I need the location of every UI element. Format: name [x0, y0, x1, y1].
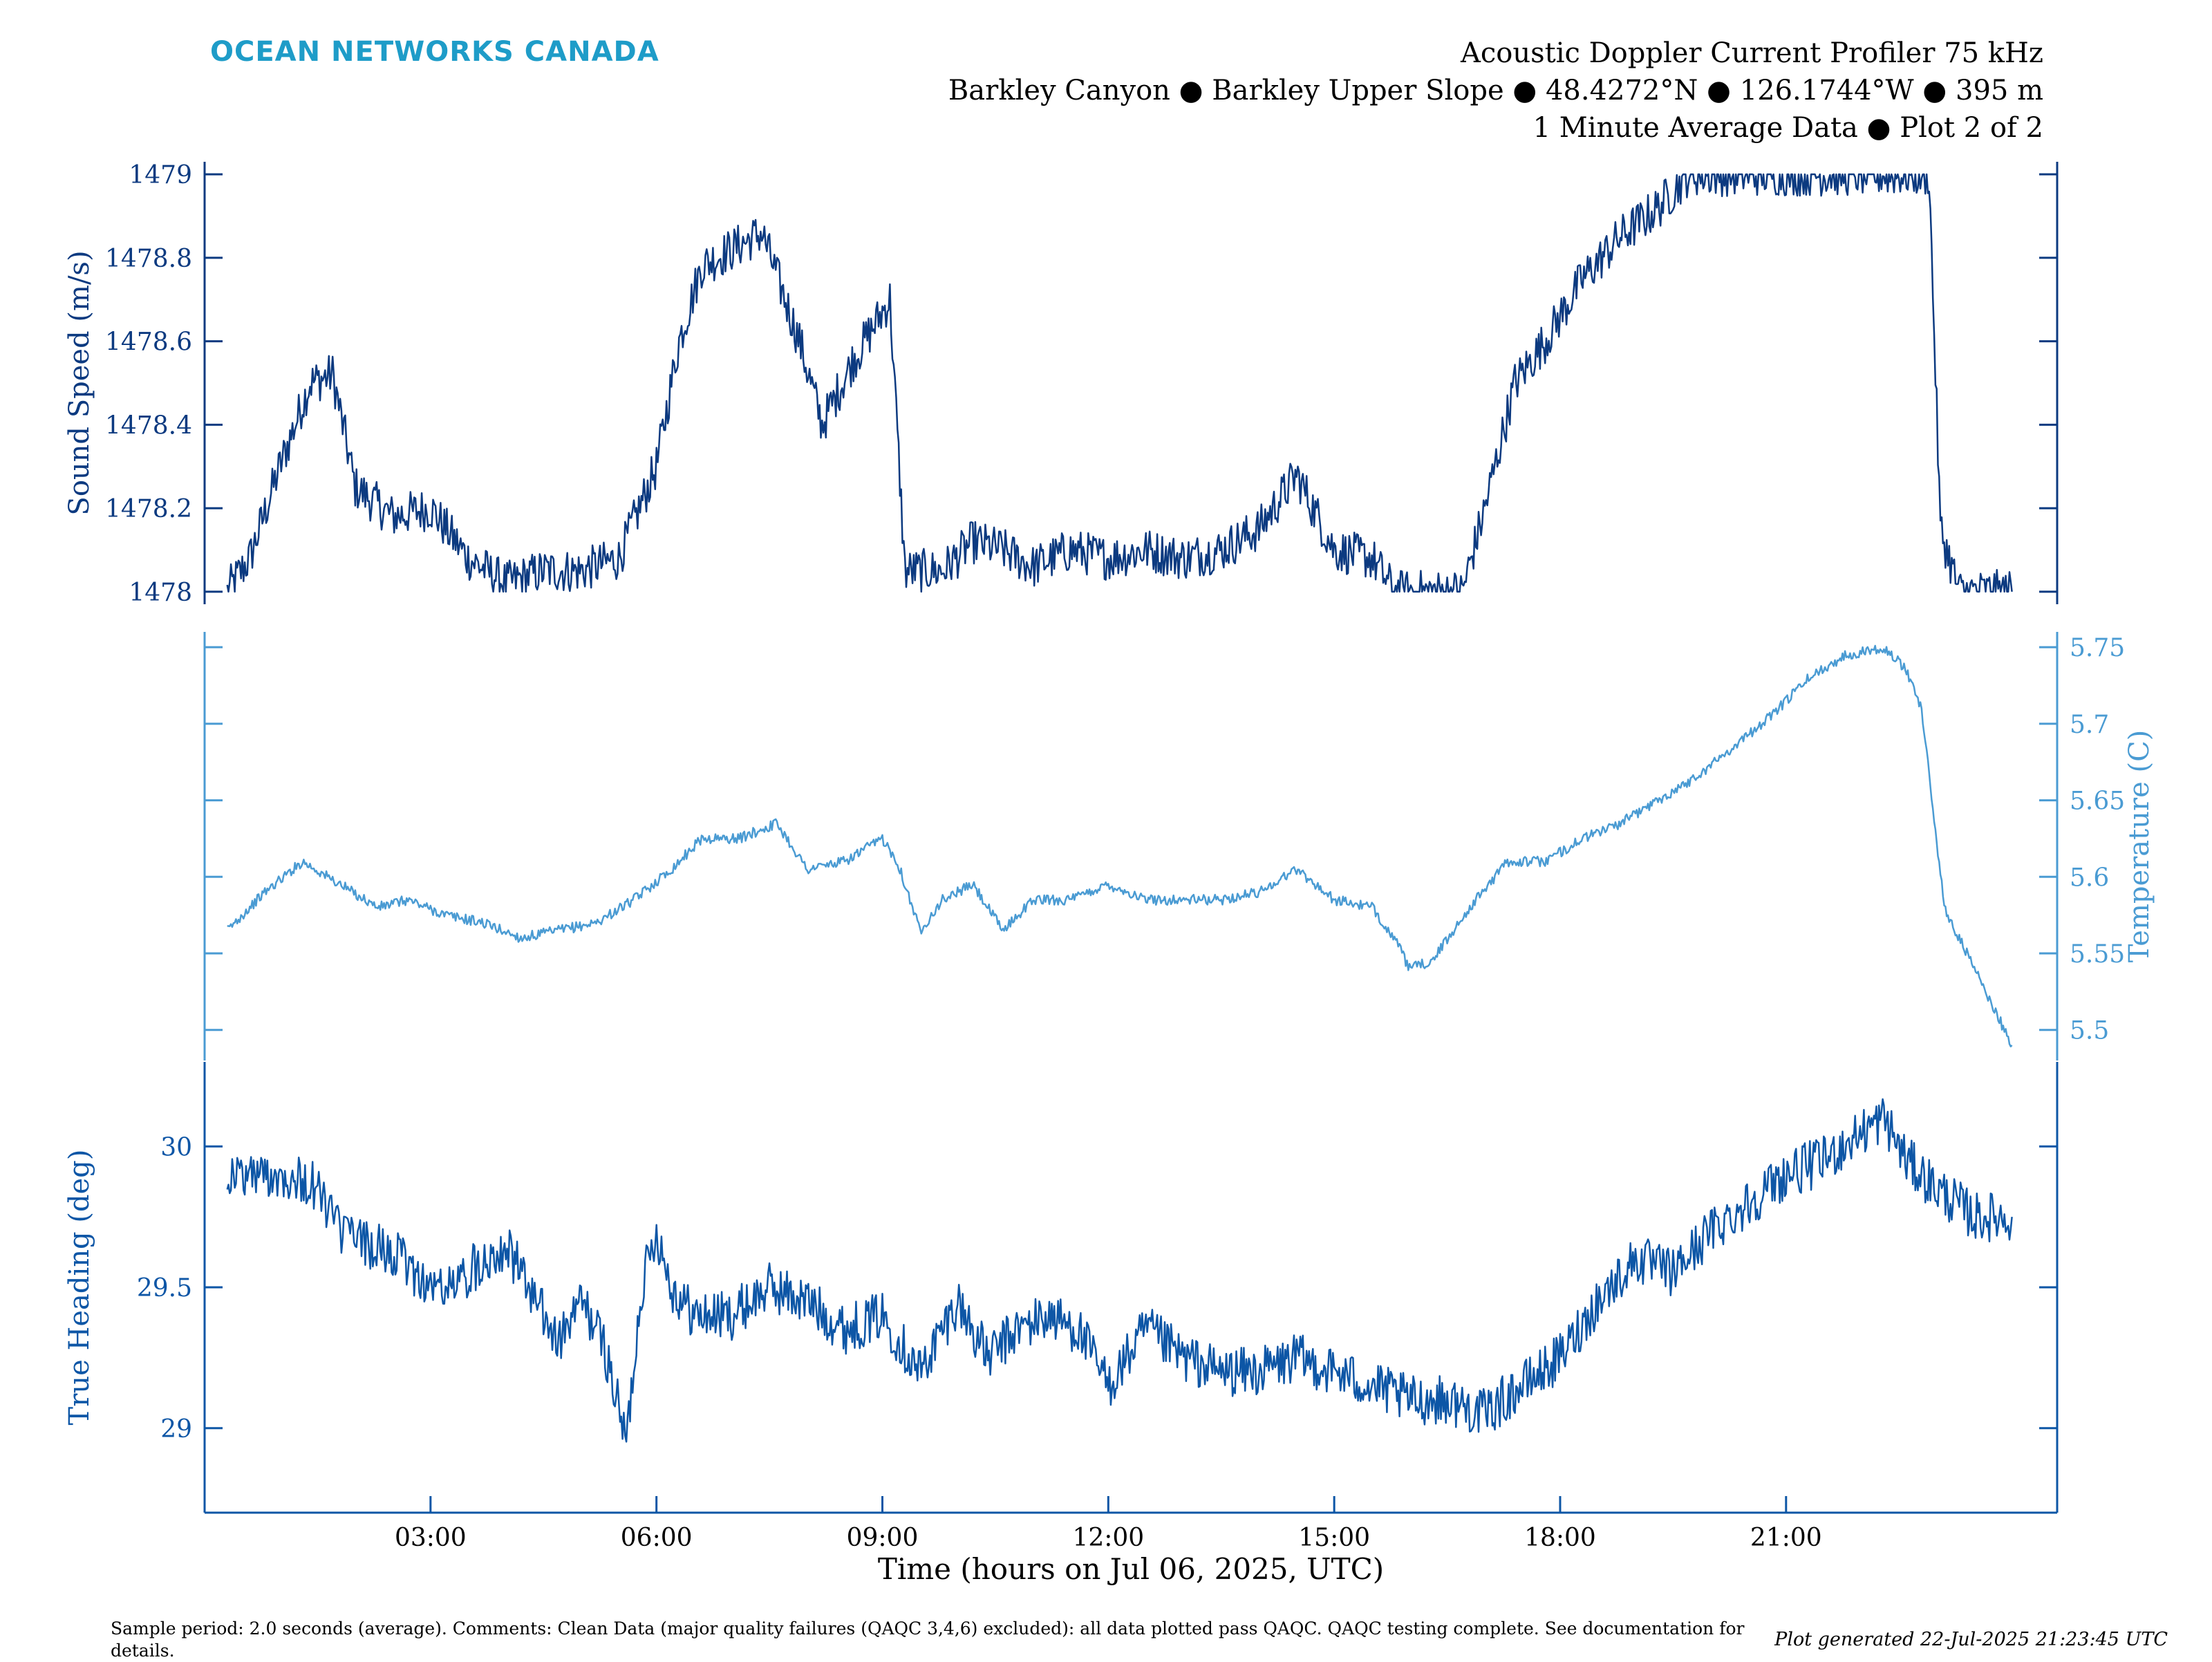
sound-speed-series-line — [226, 173, 2013, 593]
true-heading-y-axis-label: True Heading (deg) — [64, 1150, 95, 1426]
x-tick-label: 18:00 — [1524, 1524, 1596, 1552]
time-axis: 03:00 06:00 09:00 12:00 15:00 18:00 21:00 — [205, 1496, 2057, 1552]
temperature-y-tick-label: 5.75 — [2070, 634, 2125, 662]
x-tick-label: 12:00 — [1072, 1524, 1144, 1552]
temperature-panel: 5.5 5.55 5.6 5.65 5.7 5.75 Temperature (C) — [203, 632, 2155, 1061]
temperature-y-tick-label: 5.7 — [2070, 711, 2109, 739]
x-tick-label: 03:00 — [395, 1524, 467, 1552]
x-axis-label: Time (hours on Jul 06, 2025, UTC) — [878, 1552, 1384, 1586]
chart-title-line-3: 1 Minute Average Data ● Plot 2 of 2 — [1533, 112, 2043, 144]
true-heading-series-line — [226, 1098, 2013, 1443]
x-tick-label: 06:00 — [621, 1524, 693, 1552]
generated-timestamp: Plot generated 22-Jul-2025 21:23:45 UTC — [1774, 1629, 2168, 1650]
temperature-y-axis-label: Temperature (C) — [2124, 730, 2155, 963]
x-tick-label: 15:00 — [1298, 1524, 1370, 1552]
footer-note: Sample period: 2.0 seconds (average). Co… — [111, 1618, 1745, 1661]
sound-speed-y-axis-label: Sound Speed (m/s) — [64, 250, 95, 515]
true-heading-y-tick-label: 30 — [160, 1133, 192, 1161]
temperature-y-tick-label: 5.5 — [2070, 1017, 2109, 1045]
sound-speed-y-tick-label: 1478 — [129, 579, 192, 607]
temperature-y-tick-label: 5.65 — [2070, 787, 2125, 816]
temperature-series-line — [227, 644, 2013, 1047]
true-heading-panel: 29 29.5 30 True Heading (deg) — [64, 1062, 2059, 1513]
chart-title-line-1: Acoustic Doppler Current Profiler 75 kHz — [1460, 37, 2043, 69]
true-heading-y-tick-label: 29 — [160, 1415, 192, 1444]
sound-speed-y-tick-label: 1479 — [129, 161, 192, 189]
x-tick-label: 21:00 — [1750, 1524, 1822, 1552]
chart-title-line-2: Barkley Canyon ● Barkley Upper Slope ● 4… — [948, 75, 2043, 106]
temperature-y-tick-label: 5.55 — [2070, 940, 2125, 969]
sound-speed-y-tick-label: 1478.2 — [105, 495, 192, 523]
true-heading-y-tick-label: 29.5 — [137, 1274, 192, 1302]
temperature-y-tick-label: 5.6 — [2070, 863, 2109, 892]
brand-logo-text: OCEAN NETWORKS CANADA — [210, 36, 659, 68]
sound-speed-y-tick-label: 1478.6 — [105, 328, 192, 357]
sound-speed-y-tick-label: 1478.8 — [105, 245, 192, 273]
x-tick-label: 09:00 — [847, 1524, 919, 1552]
sound-speed-y-tick-label: 1478.4 — [105, 411, 192, 440]
sound-speed-panel: 1478 1478.2 1478.4 1478.6 1478.8 1479 Sound Sp… — [64, 161, 2059, 607]
